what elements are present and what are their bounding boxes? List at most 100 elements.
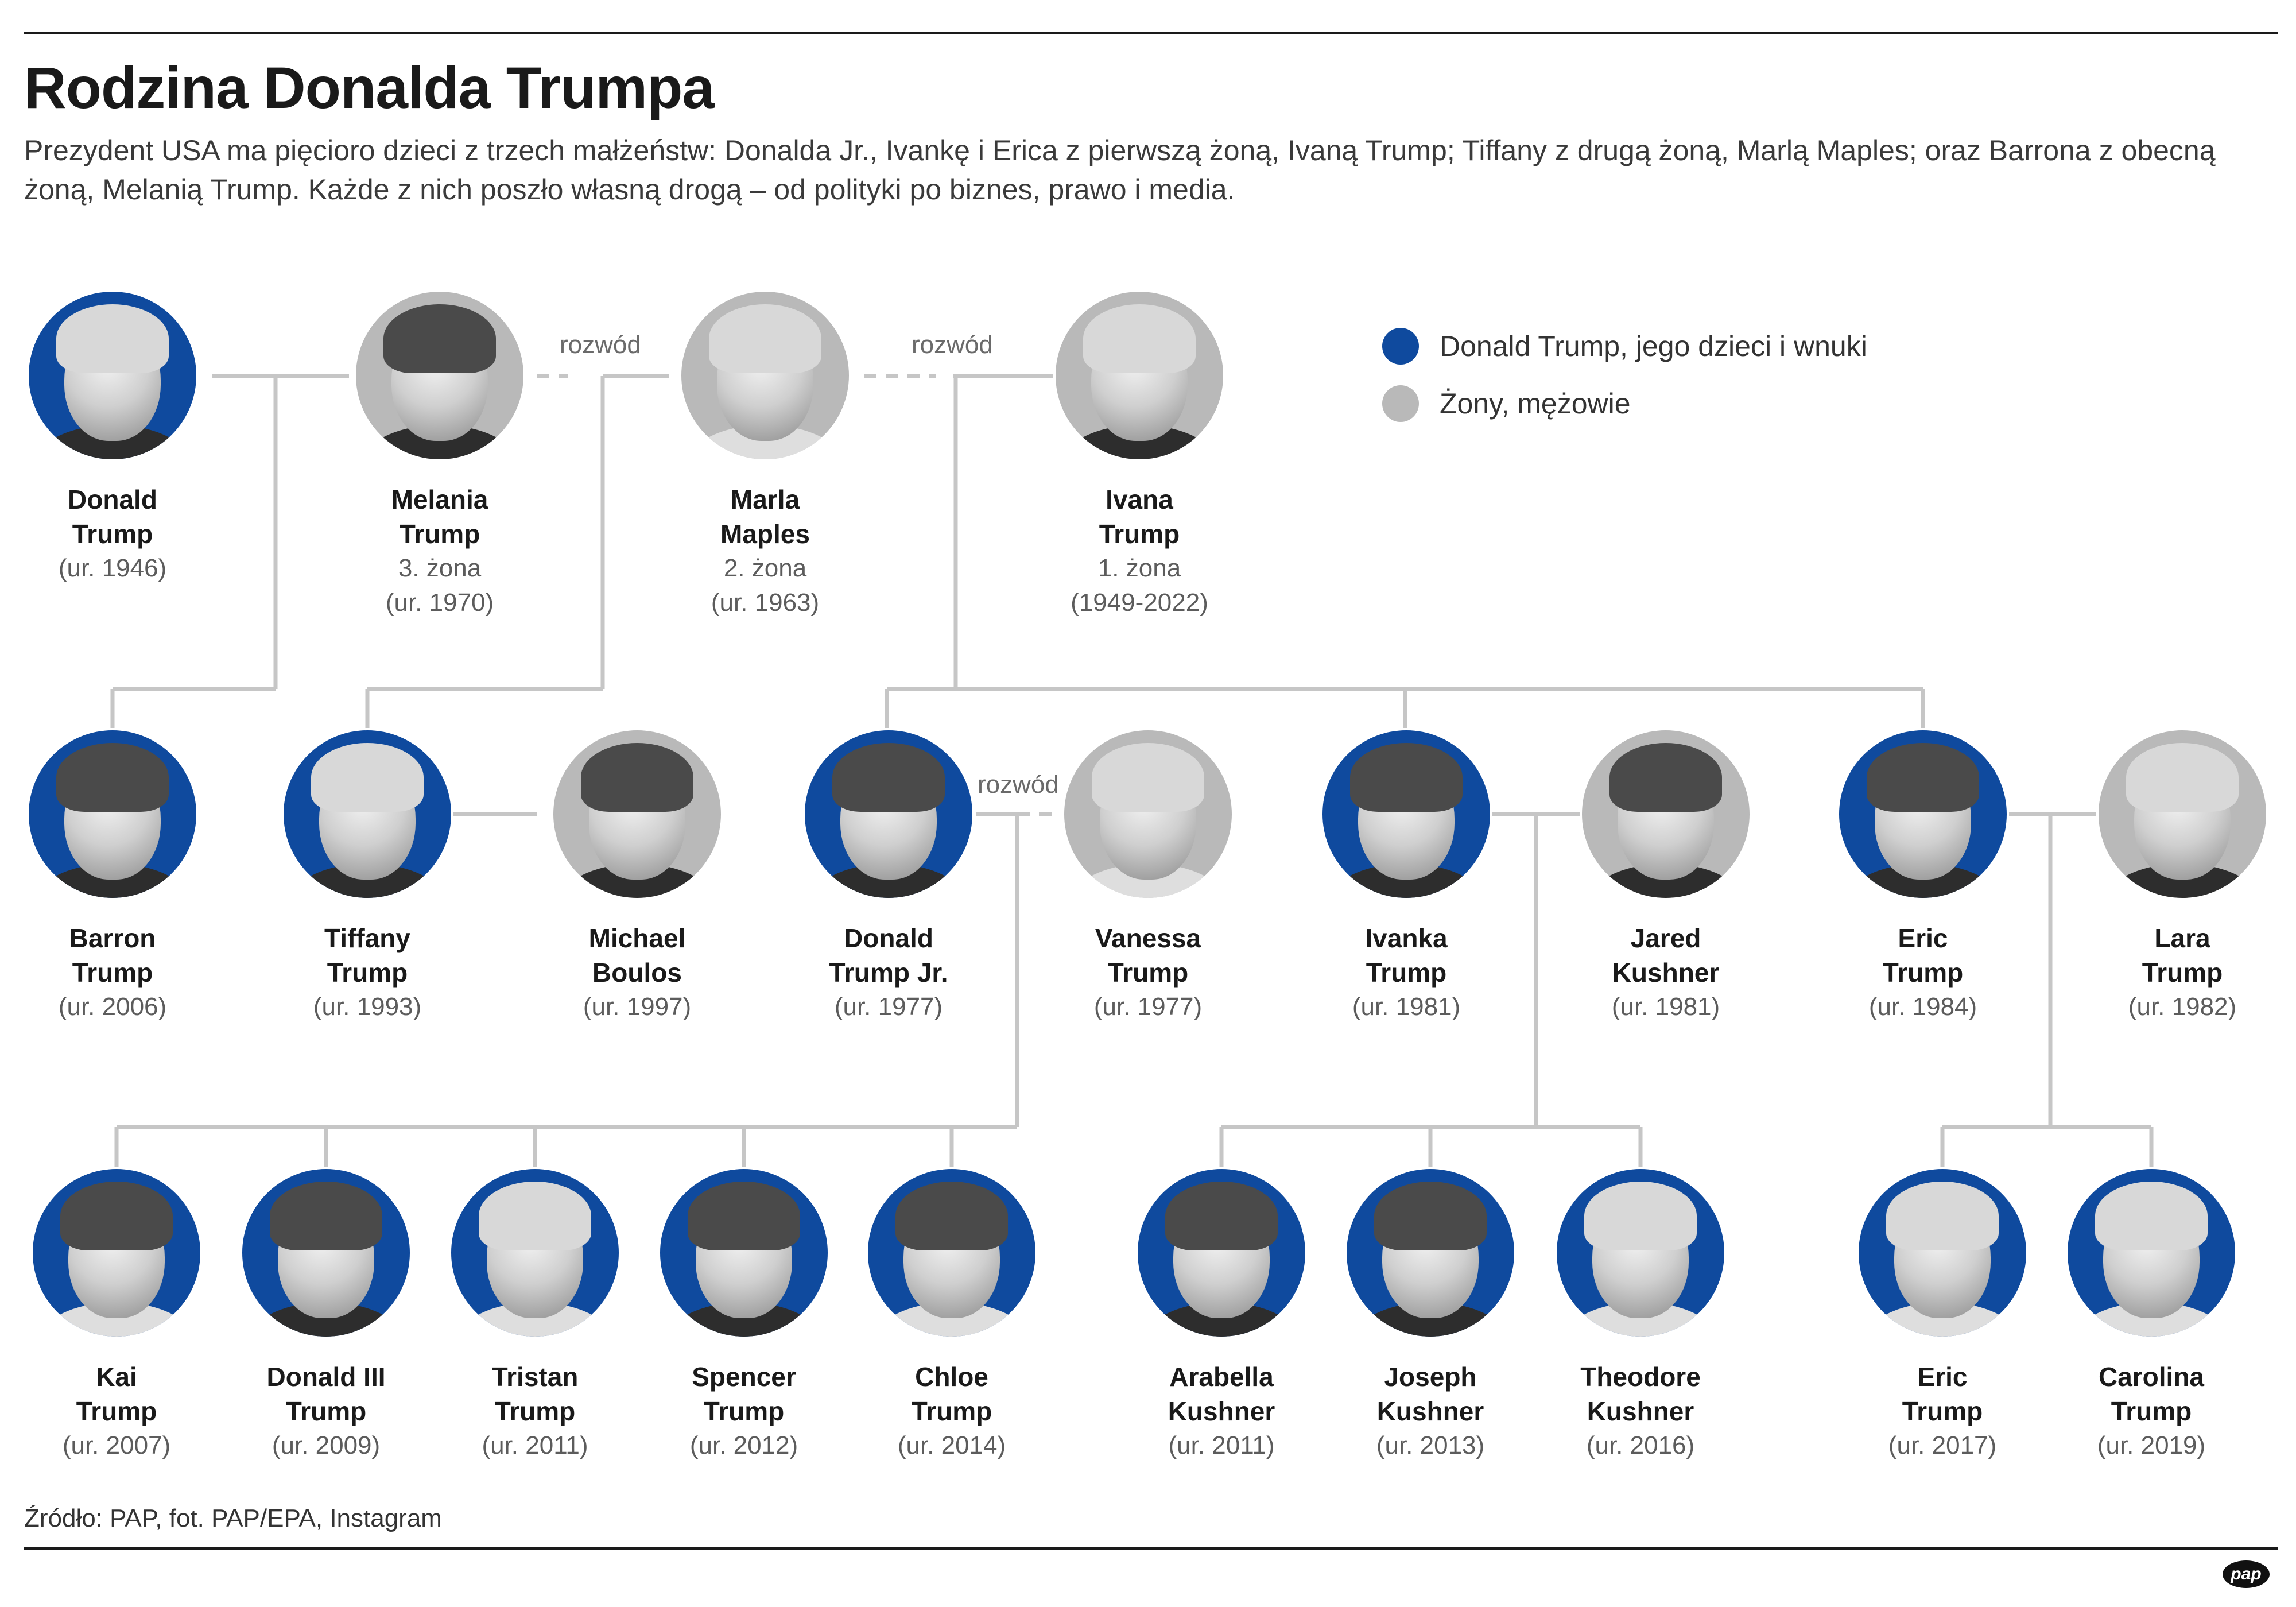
- person-name: Lara Trump: [2096, 921, 2268, 990]
- person-first-name: Ivanka: [1365, 923, 1448, 953]
- person-eric-trump: Eric Trump (ur. 1984): [1837, 730, 2009, 1024]
- person-ivana-trump: Ivana Trump 1. żona (1949-2022): [1053, 292, 1225, 620]
- portrait-photo: [33, 1169, 200, 1337]
- portrait-hair: [1092, 743, 1204, 812]
- person-barron-trump: Barron Trump (ur. 2006): [26, 730, 199, 1024]
- person-donald-trump: Donald Trump (ur. 1946): [26, 292, 199, 586]
- person-last-name: Trump: [494, 1396, 576, 1426]
- person-birth-year: (ur. 2009): [272, 1431, 381, 1459]
- person-birth-year: (ur. 2006): [58, 993, 167, 1021]
- portrait-hair: [1083, 304, 1196, 373]
- person-role: 1. żona: [1097, 554, 1181, 582]
- person-birth-year: (ur. 1963): [711, 588, 820, 617]
- person-eric-trump-2017: Eric Trump (ur. 2017): [1856, 1169, 2029, 1463]
- person-last-name: Trump: [1099, 519, 1180, 549]
- portrait-photo: [1056, 292, 1223, 459]
- person-birth-year: (ur. 1970): [385, 588, 494, 617]
- person-last-name: Trump: [2142, 958, 2223, 988]
- person-spencer-trump: Spencer Trump (ur. 2012): [658, 1169, 830, 1463]
- portrait-photo: [1859, 1169, 2026, 1337]
- person-name: Donald Trump: [26, 482, 199, 551]
- person-birth-year: (ur. 2011): [1168, 1431, 1275, 1459]
- portrait-photo: [805, 730, 972, 898]
- person-first-name: Carolina: [2098, 1362, 2205, 1392]
- portrait-hair: [1165, 1182, 1278, 1250]
- portrait-photo: [1064, 730, 1232, 898]
- person-jared-kushner: Jared Kushner (ur. 1981): [1580, 730, 1752, 1024]
- person-first-name: Chloe: [915, 1362, 988, 1392]
- portrait-hair: [1867, 743, 1979, 812]
- portrait-photo: [1839, 730, 2007, 898]
- portrait-hair: [270, 1182, 382, 1250]
- person-first-name: Jared: [1630, 923, 1701, 953]
- person-theodore-kushner: Theodore Kushner (ur. 2016): [1554, 1169, 1727, 1463]
- legend-label-blue: Donald Trump, jego dzieci i wnuki: [1440, 330, 1867, 362]
- portrait-photo: [284, 730, 451, 898]
- portrait-photo: [1322, 730, 1490, 898]
- portrait-hair: [709, 304, 821, 373]
- portrait-hair: [1886, 1182, 1999, 1250]
- person-last-name: Trump: [327, 958, 408, 988]
- portrait-hair: [1609, 743, 1722, 812]
- person-birth-year: (ur. 2011): [482, 1431, 588, 1459]
- person-name: Arabella Kushner: [1135, 1360, 1308, 1428]
- person-name: Donald III Trump: [240, 1360, 412, 1428]
- person-last-name: Kushner: [1587, 1396, 1694, 1426]
- person-last-name: Maples: [720, 519, 810, 549]
- person-first-name: Michael: [588, 923, 686, 953]
- person-vanessa-trump: Vanessa Trump (ur. 1977): [1062, 730, 1234, 1024]
- person-first-name: Donald III: [266, 1362, 386, 1392]
- person-last-name: Trump: [76, 1396, 157, 1426]
- portrait-photo: [681, 292, 849, 459]
- person-joseph-kushner: Joseph Kushner (ur. 2013): [1344, 1169, 1517, 1463]
- portrait-photo: [242, 1169, 410, 1337]
- person-birth-year: (ur. 1997): [583, 993, 692, 1021]
- person-name: Ivana Trump: [1053, 482, 1225, 551]
- person-first-name: Kai: [96, 1362, 137, 1392]
- page-subtitle: Prezydent USA ma pięcioro dzieci z trzec…: [24, 134, 2216, 206]
- person-name: Eric Trump: [1856, 1360, 2029, 1428]
- person-last-name: Trump: [72, 958, 153, 988]
- person-name: Ivanka Trump: [1320, 921, 1492, 990]
- portrait-hair: [383, 304, 496, 373]
- person-kai-trump: Kai Trump (ur. 2007): [30, 1169, 203, 1463]
- portrait-hair: [1350, 743, 1463, 812]
- portrait-photo: [553, 730, 721, 898]
- person-birth-year: (ur. 2013): [1376, 1431, 1485, 1459]
- portrait-hair: [2095, 1182, 2208, 1250]
- person-role: 3. żona: [398, 554, 482, 582]
- portrait-hair: [895, 1182, 1008, 1250]
- person-name: Tiffany Trump: [281, 921, 453, 990]
- person-name: Eric Trump: [1837, 921, 2009, 990]
- person-role: 2. żona: [723, 554, 807, 582]
- portrait-photo: [2099, 730, 2266, 898]
- person-name: Marla Maples: [679, 482, 851, 551]
- portrait-photo: [1347, 1169, 1514, 1337]
- portrait-hair: [311, 743, 424, 812]
- person-birth-year: (ur. 2014): [897, 1431, 1006, 1459]
- person-carolina-trump: Carolina Trump (ur. 2019): [2065, 1169, 2237, 1463]
- person-name: Kai Trump: [30, 1360, 203, 1428]
- person-birth-year: (ur. 1977): [1093, 993, 1203, 1021]
- person-birth-year: (ur. 1981): [1611, 993, 1720, 1021]
- person-melania-trump: Melania Trump 3. żona (ur. 1970): [354, 292, 526, 620]
- person-lifespan: (1949-2022): [1071, 588, 1208, 617]
- person-name: Spencer Trump: [658, 1360, 830, 1428]
- source-note: Źródło: PAP, fot. PAP/EPA, Instagram: [24, 1504, 442, 1532]
- person-first-name: Tristan: [491, 1362, 579, 1392]
- portrait-photo: [1138, 1169, 1305, 1337]
- portrait-hair: [688, 1182, 800, 1250]
- portrait-photo: [2068, 1169, 2235, 1337]
- person-name: Joseph Kushner: [1344, 1360, 1517, 1428]
- person-last-name: Trump: [911, 1396, 992, 1426]
- person-first-name: Theodore: [1580, 1362, 1701, 1392]
- person-birth-year: (ur. 2016): [1586, 1431, 1695, 1459]
- bottom-rule: [24, 1547, 2278, 1550]
- person-chloe-trump: Chloe Trump (ur. 2014): [866, 1169, 1038, 1463]
- person-arabella-kushner: Arabella Kushner (ur. 2011): [1135, 1169, 1308, 1463]
- portrait-photo: [356, 292, 523, 459]
- portrait-photo: [29, 292, 196, 459]
- pap-logo: pap: [2223, 1560, 2270, 1588]
- person-last-name: Trump: [703, 1396, 785, 1426]
- portrait-hair: [1374, 1182, 1487, 1250]
